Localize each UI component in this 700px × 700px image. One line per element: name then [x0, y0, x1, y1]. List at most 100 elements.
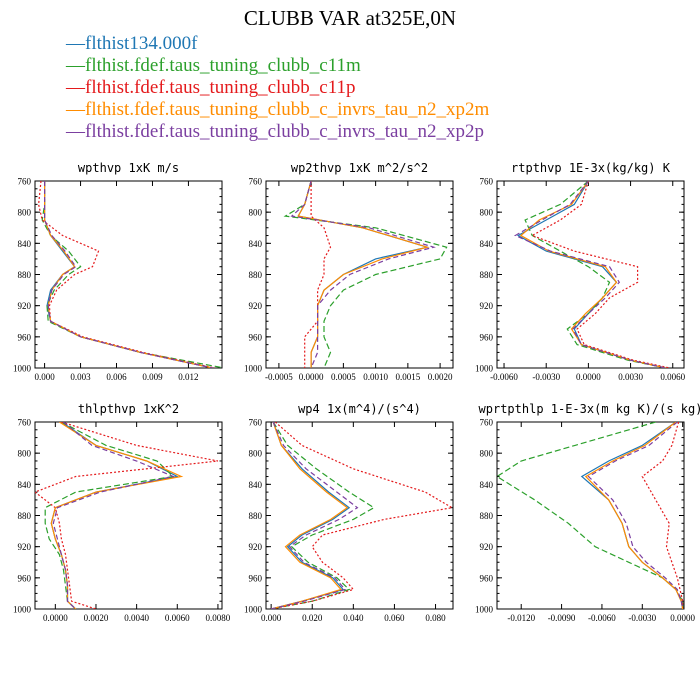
legend-label: flthist.fdef.taus_tuning_clubb_c_invrs_t…	[85, 121, 484, 142]
x-tick-label: 0.080	[425, 613, 446, 623]
x-tick-label: 0.0080	[206, 613, 231, 623]
x-tick-label: -0.0030	[628, 613, 656, 623]
chart-panel: rtpthvp 1E-3x(kg/kg) K 760 800 840 880 920 960…	[475, 161, 686, 382]
x-tick-label: 0.0060	[660, 372, 685, 382]
y-tick-label: 760	[249, 418, 263, 428]
y-tick-label: 800	[480, 449, 494, 459]
y-tick-label: 760	[18, 177, 32, 187]
series-line	[297, 181, 430, 368]
x-tick-label: 0.012	[178, 372, 198, 382]
x-tick-label: -0.0090	[548, 613, 576, 623]
x-tick-label: 0.0040	[124, 613, 149, 623]
chart-panel: wprtpthlp 1-E-3x(m kg K)/(s kg) 760 800 840…	[475, 402, 700, 623]
x-tick-label: 0.0015	[395, 372, 420, 382]
panel-title: wp2thvp 1xK m^2/s^2	[291, 161, 428, 175]
x-tick-label: -0.0120	[507, 613, 535, 623]
x-tick-label: 0.006	[106, 372, 127, 382]
x-tick-label: 0.0030	[618, 372, 643, 382]
series-line	[37, 181, 215, 368]
plot-frame	[265, 180, 454, 369]
y-tick-label: 840	[249, 239, 263, 249]
series-line	[304, 181, 332, 368]
panel-title: wp4 1x(m^4)/(s^4)	[298, 402, 421, 416]
legend-label: flthist.fdef.taus_tuning_clubb_c11m	[85, 55, 361, 76]
x-tick-label: 0.0010	[363, 372, 388, 382]
panel-title: thlpthvp 1xK^2	[78, 402, 179, 416]
y-tick-label: 920	[249, 301, 263, 311]
y-tick-label: 1000	[244, 364, 263, 374]
y-tick-label: 880	[249, 270, 263, 280]
series-line	[524, 181, 666, 368]
y-tick-label: 920	[18, 301, 32, 311]
y-tick-label: 960	[480, 573, 494, 583]
legend-entry: —flthist.fdef.taus_tuning_clubb_c_invrs_…	[66, 121, 489, 143]
page-title: CLUBB VAR at325E,0N	[243, 6, 457, 30]
y-tick-label: 800	[249, 449, 263, 459]
x-tick-label: 0.009	[142, 372, 163, 382]
y-tick-label: 840	[18, 239, 32, 249]
x-tick-label: 0.0000	[576, 372, 601, 382]
x-tick-label: -0.0030	[532, 372, 560, 382]
x-tick-label: 0.040	[343, 613, 364, 623]
legend-entry: —flthist134.000f	[66, 33, 489, 55]
x-tick-label: 0.0005	[331, 372, 356, 382]
x-tick-label: 0.060	[384, 613, 405, 623]
y-tick-label: 1000	[13, 605, 32, 615]
chart-panel: wpthvp 1xK m/s76080084088092096010000.00…	[13, 161, 223, 382]
y-tick-label: 840	[480, 480, 494, 490]
legend-entry: —flthist.fdef.taus_tuning_clubb_c_invrs_…	[66, 99, 489, 121]
y-tick-label: 1000	[475, 605, 494, 615]
y-tick-label: 920	[480, 542, 494, 552]
y-tick-label: 960	[18, 332, 32, 342]
series-line	[290, 181, 436, 368]
x-tick-label: 0.0020	[84, 613, 109, 623]
y-tick-label: 880	[18, 270, 32, 280]
panel-title: wpthvp 1xK m/s	[78, 161, 179, 175]
y-tick-label: 960	[480, 332, 494, 342]
legend-entry: —flthist.fdef.taus_tuning_clubb_c11m	[66, 55, 489, 77]
y-tick-label: 760	[480, 418, 494, 428]
y-tick-label: 920	[18, 542, 32, 552]
series-line	[641, 422, 684, 609]
series-line	[580, 422, 684, 609]
y-tick-label: 840	[249, 480, 263, 490]
x-tick-label: 0.0000	[670, 613, 695, 623]
x-tick-label: 0.0020	[428, 372, 453, 382]
chart-panel: wp4 1x(m^4)/(s^4)76080084088092096010000…	[244, 402, 454, 623]
y-tick-label: 800	[18, 208, 32, 218]
x-tick-label: -0.0060	[588, 613, 616, 623]
panel-title: rtpthvp 1E-3x(kg/kg) K	[511, 161, 671, 175]
y-tick-label: 880	[18, 511, 32, 521]
series-line	[283, 181, 448, 368]
series-line	[44, 422, 175, 609]
series-line	[584, 422, 684, 609]
series-line	[530, 181, 671, 368]
x-tick-label: 0.000	[261, 613, 282, 623]
plot-frame	[496, 180, 685, 369]
y-tick-label: 960	[249, 573, 263, 583]
x-tick-label: -0.0005	[265, 372, 293, 382]
y-tick-label: 880	[480, 511, 494, 521]
series-line	[43, 181, 213, 368]
legend-label: flthist134.000f	[85, 33, 198, 54]
series-line	[41, 181, 222, 368]
legend: —flthist134.000f —flthist.fdef.taus_tuni…	[66, 33, 489, 143]
series-line	[270, 422, 349, 609]
series-line	[513, 181, 666, 368]
series-line	[270, 422, 359, 609]
y-tick-label: 1000	[244, 605, 263, 615]
y-tick-label: 760	[480, 177, 494, 187]
y-tick-label: 880	[480, 270, 494, 280]
y-tick-label: 760	[249, 177, 263, 187]
series-line	[52, 422, 176, 609]
x-tick-label: 0.0060	[165, 613, 190, 623]
x-tick-label: 0.003	[70, 372, 91, 382]
x-tick-label: 0.000	[34, 372, 55, 382]
plot-frame	[496, 421, 685, 610]
y-tick-label: 840	[18, 480, 32, 490]
y-tick-label: 920	[249, 542, 263, 552]
series-line	[43, 181, 213, 368]
y-tick-label: 800	[18, 449, 32, 459]
plot-frame	[34, 421, 223, 610]
